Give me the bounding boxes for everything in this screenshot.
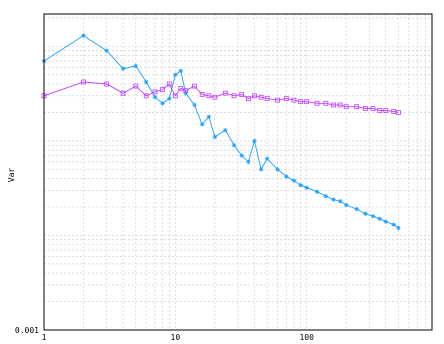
data-point	[81, 79, 86, 85]
data-point	[183, 88, 189, 94]
data-point	[331, 197, 336, 202]
data-point	[275, 97, 280, 103]
data-point	[304, 99, 310, 105]
data-point	[370, 213, 376, 219]
data-point	[343, 104, 349, 110]
data-point	[284, 174, 289, 179]
series-2	[41, 79, 401, 115]
data-point	[81, 33, 86, 38]
data-point	[183, 90, 188, 96]
data-point	[396, 225, 401, 231]
data-point	[344, 202, 349, 208]
data-point	[231, 143, 237, 148]
data-point	[391, 109, 397, 114]
series-1	[41, 33, 401, 231]
data-point	[172, 93, 178, 99]
data-point	[239, 153, 244, 158]
data-point	[391, 222, 396, 227]
data-point	[120, 90, 126, 96]
data-point	[283, 96, 289, 102]
data-point	[354, 206, 359, 212]
data-point	[245, 96, 251, 102]
data-point	[192, 83, 197, 89]
data-point	[160, 87, 166, 92]
data-point	[199, 92, 205, 97]
series-line	[43, 35, 399, 229]
data-point	[252, 138, 257, 144]
x-tick-label: 10	[171, 333, 181, 342]
data-point	[178, 68, 183, 74]
data-point	[104, 48, 109, 53]
data-point	[354, 104, 360, 110]
data-point	[370, 106, 376, 111]
data-point	[383, 219, 388, 224]
data-point	[143, 93, 149, 99]
data-point	[133, 83, 139, 89]
data-point	[396, 110, 401, 115]
y-tick-label: 0.001	[15, 326, 39, 335]
data-point	[212, 134, 218, 140]
x-tick-label: 100	[299, 333, 314, 342]
data-point	[252, 93, 257, 99]
y-axis-label: Var	[7, 168, 16, 183]
data-point	[323, 194, 329, 199]
data-point	[304, 185, 309, 190]
data-point	[314, 189, 320, 194]
data-point	[291, 178, 297, 183]
data-point	[178, 85, 184, 91]
data-point	[298, 183, 303, 188]
data-point	[120, 66, 126, 71]
data-point	[338, 199, 343, 204]
tick-labels: 1 10 100 0.001	[15, 326, 314, 342]
data-point	[383, 108, 389, 113]
data-point	[231, 93, 237, 99]
data-point	[152, 94, 158, 100]
data-point	[258, 94, 264, 100]
data-point	[144, 79, 149, 85]
series-line	[43, 81, 399, 113]
data-point	[167, 96, 172, 101]
data-point	[337, 102, 343, 108]
grid	[43, 14, 433, 331]
plot-frame	[43, 13, 433, 331]
data-point	[192, 102, 197, 108]
data-point	[363, 211, 368, 216]
data-point	[363, 106, 368, 111]
data-point	[166, 81, 172, 87]
series-group	[41, 33, 401, 231]
data-point	[223, 127, 228, 133]
data-point	[298, 99, 304, 105]
data-point	[291, 97, 297, 103]
data-point	[206, 93, 212, 99]
data-point	[173, 72, 178, 78]
data-point	[323, 100, 329, 106]
data-point	[314, 100, 320, 106]
data-point	[206, 114, 212, 119]
data-point	[104, 81, 110, 87]
data-point	[152, 89, 158, 95]
data-point	[377, 108, 383, 113]
data-point	[264, 96, 270, 102]
data-point	[258, 167, 264, 172]
data-point	[199, 122, 205, 127]
data-point	[264, 156, 270, 161]
data-point	[246, 159, 251, 165]
x-tick-label: 1	[42, 333, 47, 342]
data-point	[239, 92, 245, 97]
data-point	[212, 94, 218, 100]
data-point	[377, 216, 382, 222]
data-point	[133, 63, 138, 69]
data-point	[331, 102, 336, 108]
data-point	[160, 101, 165, 106]
data-point	[222, 90, 228, 96]
data-point	[275, 167, 280, 172]
